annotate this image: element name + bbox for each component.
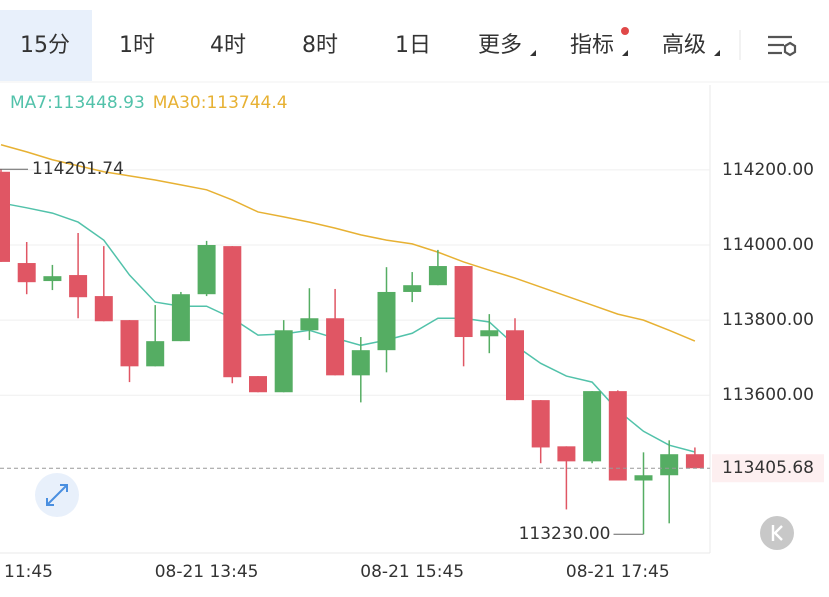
legend-value: 113744.4 bbox=[206, 93, 287, 113]
notice-dot bbox=[621, 27, 629, 35]
legend-name: MA7: bbox=[10, 93, 53, 113]
x-tick-label: 11:45 bbox=[4, 562, 53, 582]
dropdown-arrow bbox=[530, 50, 536, 56]
candle-body bbox=[197, 245, 216, 295]
tab-bar: 15分 1时 4时 8时 1日 更多 指标 高级 bbox=[20, 33, 720, 58]
last-price-label: 113405.68 bbox=[722, 458, 814, 478]
y-tick-label: 113800.00 bbox=[722, 310, 814, 330]
settings-icon[interactable] bbox=[768, 35, 797, 57]
candle-body bbox=[274, 330, 293, 393]
candle-body bbox=[69, 275, 88, 298]
tab[interactable]: 1时 bbox=[119, 33, 155, 58]
dropdown-arrow bbox=[622, 50, 628, 56]
x-tick-label: 08-21 17:45 bbox=[566, 562, 670, 582]
candle-body bbox=[326, 318, 345, 376]
candle-body bbox=[557, 446, 576, 462]
candle-body bbox=[660, 454, 679, 476]
candle-body bbox=[377, 291, 396, 351]
candle-body bbox=[634, 475, 653, 481]
candle-body bbox=[351, 350, 370, 376]
candle-body bbox=[403, 285, 422, 292]
candle-body bbox=[43, 276, 62, 282]
y-tick-label: 114000.00 bbox=[722, 235, 814, 255]
ma-line bbox=[0, 143, 696, 342]
candle-body bbox=[506, 330, 524, 401]
max-label: 114201.74 bbox=[32, 159, 124, 179]
candle-body bbox=[454, 266, 473, 338]
tab[interactable]: 高级 bbox=[662, 33, 706, 58]
candle-body bbox=[249, 376, 267, 393]
tab[interactable]: 15分 bbox=[20, 33, 70, 58]
y-tick-label: 114200.00 bbox=[722, 160, 814, 180]
candle-body bbox=[94, 296, 113, 322]
candle-body bbox=[120, 320, 139, 367]
x-tick-label: 08-21 13:45 bbox=[155, 562, 259, 582]
tab[interactable]: 指标 bbox=[570, 33, 614, 58]
expand-button[interactable] bbox=[35, 473, 79, 517]
candle-body bbox=[300, 318, 319, 331]
min-label: 113230.00 bbox=[519, 524, 611, 544]
tab[interactable]: 4时 bbox=[210, 33, 246, 58]
legend-value: 113448.93 bbox=[53, 93, 145, 113]
candle-body bbox=[531, 400, 550, 448]
candle-body bbox=[583, 391, 602, 462]
y-tick-label: 113600.00 bbox=[722, 385, 814, 405]
candle-body bbox=[223, 246, 242, 378]
collapse-button[interactable] bbox=[760, 516, 794, 550]
candle-body bbox=[428, 266, 447, 286]
candle-body bbox=[17, 263, 36, 283]
x-tick-label: 08-21 15:45 bbox=[360, 562, 464, 582]
tab[interactable]: 更多 bbox=[478, 33, 522, 58]
candle-body bbox=[0, 171, 10, 262]
plot: 113600.00 113800.00 114000.00 114200.00 11:4… bbox=[0, 93, 824, 582]
ma-line bbox=[0, 202, 696, 453]
candle-body bbox=[608, 391, 627, 481]
candle-body bbox=[480, 330, 499, 337]
candle-body bbox=[146, 341, 165, 367]
dropdown-arrow bbox=[714, 50, 720, 56]
active-tab-bg bbox=[0, 10, 92, 81]
tab[interactable]: 1日 bbox=[395, 33, 431, 58]
candle-body bbox=[171, 294, 190, 342]
tab[interactable]: 8时 bbox=[302, 33, 338, 58]
candle-body bbox=[685, 454, 704, 469]
legend: MA7:113448.93 MA30:113744.4 bbox=[10, 93, 288, 113]
legend-name: MA30: bbox=[153, 93, 207, 113]
last-price-box bbox=[712, 454, 824, 483]
